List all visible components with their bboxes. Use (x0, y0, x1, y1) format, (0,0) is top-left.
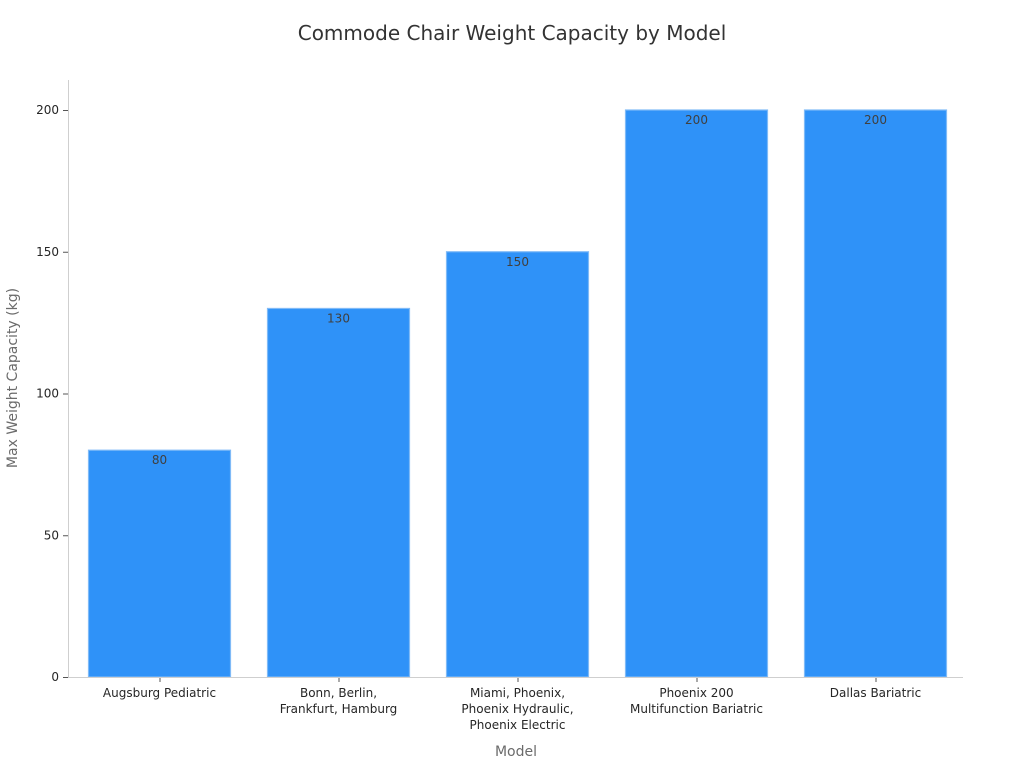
x-axis-ticks: Augsburg Pediatric Bonn, Berlin, Frankfurt… (103, 677, 921, 732)
x-tick-label: Dallas Bariatric (830, 686, 921, 700)
x-tick-label: Miami, Phoenix, (470, 686, 565, 700)
chart-title: Commode Chair Weight Capacity by Model (298, 21, 727, 45)
bar (445, 251, 590, 678)
x-tick-label: Phoenix 200 (659, 686, 733, 700)
y-tick-label: 0 (51, 670, 59, 684)
bar-value-label: 200 (685, 113, 708, 127)
x-tick-label: Phoenix Hydraulic, (461, 702, 573, 716)
bar (624, 109, 769, 678)
y-tick-label: 200 (36, 103, 59, 117)
x-tick-label: Bonn, Berlin, (300, 686, 377, 700)
bar (87, 449, 232, 678)
bar-value-label: 80 (152, 453, 167, 467)
bars: 80 130 150 200 200 (87, 109, 948, 678)
y-tick-label: 100 (36, 387, 59, 401)
x-tick-label: Augsburg Pediatric (103, 686, 216, 700)
bar (803, 109, 948, 678)
x-axis-title: Model (495, 744, 537, 760)
x-tick-label: Frankfurt, Hamburg (280, 702, 398, 716)
bar-value-label: 150 (506, 255, 529, 269)
y-tick-label: 150 (36, 245, 59, 259)
y-axis-title: Max Weight Capacity (kg) (5, 288, 21, 468)
x-tick-label: Phoenix Electric (470, 718, 566, 732)
y-tick-label: 50 (44, 528, 59, 542)
bar (266, 307, 411, 678)
y-axis-ticks: 0 50 100 150 200 (36, 103, 68, 684)
bar-value-label: 200 (864, 113, 887, 127)
bar-value-label: 130 (327, 311, 350, 325)
x-tick-label: Multifunction Bariatric (630, 702, 763, 716)
